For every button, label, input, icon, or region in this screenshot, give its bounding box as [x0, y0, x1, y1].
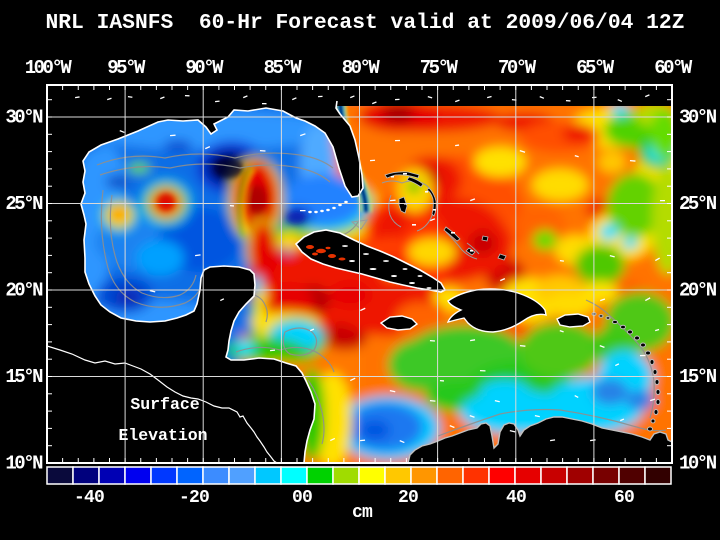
svg-text:75°W: 75°W [420, 57, 459, 79]
svg-text:-40: -40 [74, 488, 104, 508]
svg-text:10°N: 10°N [679, 453, 717, 475]
svg-text:60: 60 [614, 488, 634, 508]
svg-text:60°W: 60°W [654, 57, 693, 79]
svg-text:95°W: 95°W [107, 57, 146, 79]
svg-text:40: 40 [506, 488, 526, 508]
svg-text:25°N: 25°N [5, 193, 43, 215]
svg-text:15°N: 15°N [679, 366, 717, 388]
svg-text:Surface: Surface [130, 395, 199, 414]
svg-text:00: 00 [292, 488, 312, 508]
svg-text:Elevation: Elevation [118, 426, 207, 445]
svg-text:80°W: 80°W [342, 57, 381, 79]
svg-text:20°N: 20°N [679, 280, 717, 302]
svg-text:cm: cm [352, 503, 373, 523]
svg-text:85°W: 85°W [264, 57, 303, 79]
svg-text:90°W: 90°W [185, 57, 224, 79]
svg-text:20: 20 [398, 488, 418, 508]
svg-text:-20: -20 [179, 488, 209, 508]
svg-text:70°W: 70°W [498, 57, 537, 79]
svg-text:15°N: 15°N [5, 366, 43, 388]
svg-text:65°W: 65°W [576, 57, 615, 79]
svg-text:25°N: 25°N [679, 193, 717, 215]
svg-text:20°N: 20°N [5, 280, 43, 302]
svg-text:NRL IASNFS 60-Hr Forecast val: NRL IASNFS 60-Hr Forecast valid at 2009/… [45, 11, 684, 35]
svg-text:100°W: 100°W [25, 57, 73, 79]
svg-text:10°N: 10°N [5, 453, 43, 475]
svg-text:30°N: 30°N [679, 107, 717, 129]
svg-text:30°N: 30°N [5, 107, 43, 129]
